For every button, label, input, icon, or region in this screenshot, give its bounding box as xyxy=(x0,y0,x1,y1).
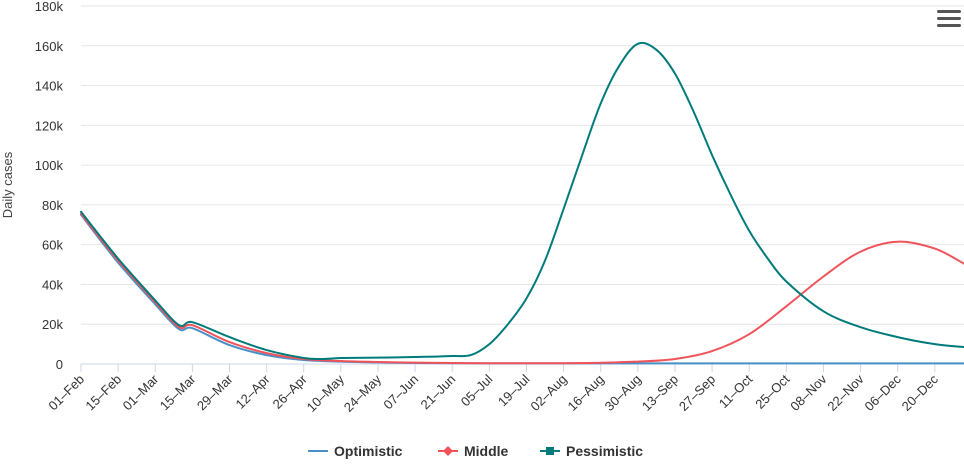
x-tick-label: 08–Nov xyxy=(787,371,830,414)
series-line-pessimistic[interactable] xyxy=(80,41,964,361)
legend-label: Middle xyxy=(464,443,509,459)
series-layer xyxy=(80,41,964,365)
x-tick-label: 06–Dec xyxy=(862,371,905,414)
x-tick-label: 20–Dec xyxy=(899,371,942,414)
y-tick-label: 180k xyxy=(35,0,64,14)
series-line-optimistic[interactable] xyxy=(80,213,964,365)
x-tick-label: 07–Jun xyxy=(380,372,421,413)
y-tick-label: 0 xyxy=(56,357,63,372)
y-tick-label: 60k xyxy=(42,238,63,253)
x-tick-label: 30–Aug xyxy=(602,372,644,414)
x-tick-label: 05–Jul xyxy=(458,371,496,409)
x-tick-label: 22–Nov xyxy=(824,371,867,414)
legend-diamond-marker xyxy=(443,446,453,456)
x-tick-label: 29–Mar xyxy=(194,371,236,413)
series-line-middle[interactable] xyxy=(80,212,964,365)
x-tick-label: 13–Sep xyxy=(639,372,681,414)
x-tick-label: 27–Sep xyxy=(676,372,718,414)
legend-label: Optimistic xyxy=(334,443,403,459)
x-tick-label: 24–May xyxy=(341,371,385,415)
legend-item-middle[interactable]: Middle xyxy=(438,443,509,459)
y-axis: 0 20k 40k 60k 80k 100k 120k 140k 160k 180k xyxy=(35,0,64,372)
x-tick-label: 15–Feb xyxy=(82,372,124,414)
x-tick-label: 11–Oct xyxy=(716,371,756,411)
x-tick-label: 12–Apr xyxy=(232,371,273,412)
y-axis-title: Daily cases xyxy=(0,151,15,218)
x-tick-label: 21–Jun xyxy=(418,372,459,413)
x-tick-label: 25–Oct xyxy=(752,371,793,412)
x-tick-label: 10–May xyxy=(304,371,348,415)
y-tick-label: 120k xyxy=(35,118,64,133)
y-tick-label: 100k xyxy=(35,158,64,173)
x-tick-label: 16–Aug xyxy=(565,372,607,414)
legend: Optimistic Middle Pessimistic xyxy=(308,443,643,459)
x-axis: 01–Feb15–Feb01–Mar15–Mar29–Mar12–Apr26–A… xyxy=(45,364,941,415)
hamburger-menu-icon[interactable] xyxy=(937,10,961,32)
legend-item-pessimistic[interactable]: Pessimistic xyxy=(540,443,643,459)
y-tick-label: 140k xyxy=(35,79,64,94)
menu-bar xyxy=(937,24,961,27)
x-tick-label: 15–Mar xyxy=(157,371,199,413)
x-tick-label: 02–Aug xyxy=(527,372,569,414)
legend-label: Pessimistic xyxy=(566,443,643,459)
y-tick-label: 160k xyxy=(35,39,64,54)
legend-square-marker xyxy=(546,447,554,455)
legend-item-optimistic[interactable]: Optimistic xyxy=(308,443,403,459)
menu-bar xyxy=(937,10,961,13)
menu-bar xyxy=(937,17,961,20)
grid-lines xyxy=(81,5,964,365)
y-tick-label: 20k xyxy=(42,317,63,332)
y-tick-label: 40k xyxy=(42,277,63,292)
y-tick-label: 80k xyxy=(42,198,63,213)
x-tick-label: 01–Mar xyxy=(120,371,162,413)
x-tick-label: 01–Feb xyxy=(45,372,87,414)
